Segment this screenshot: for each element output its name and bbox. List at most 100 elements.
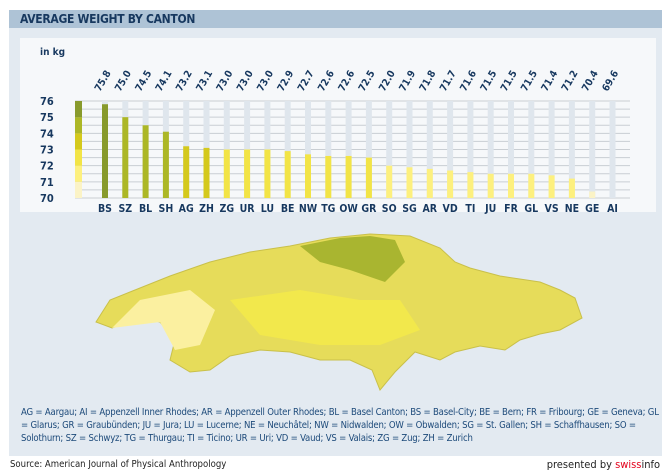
value-label: 71.5 [479, 69, 500, 94]
x-tick-label: AG [179, 203, 194, 215]
bar-UR [244, 149, 251, 198]
bar-AR [426, 168, 433, 198]
value-label: 73.2 [174, 69, 195, 94]
bar-SO [386, 165, 393, 198]
value-label: 72.6 [316, 69, 337, 94]
x-tick-label: UR [240, 203, 256, 215]
bar-SZ [122, 117, 129, 198]
value-label: 74.5 [134, 69, 155, 94]
x-tick-label: GE [585, 203, 599, 215]
canton-legend: AG = Aargau; AI = Appenzell Inner Rhodes… [21, 407, 659, 444]
bar-SG [406, 167, 413, 198]
value-label: 72.5 [357, 69, 378, 94]
bar-VS [548, 175, 555, 198]
x-tick-label: ZG [219, 203, 234, 215]
y-tick-label: 71 [40, 176, 54, 189]
value-label: 72.0 [377, 69, 398, 94]
bar-track [305, 101, 311, 198]
value-label: 72.9 [276, 69, 297, 94]
value-label: 75.0 [113, 69, 134, 94]
bar-GE [589, 191, 596, 198]
x-tick-label: BS [98, 203, 112, 215]
x-tick-label: VS [545, 203, 559, 215]
bar-track [345, 101, 352, 198]
bar-track [365, 101, 372, 198]
brand-logo-info[interactable]: info [641, 458, 660, 471]
chart-title: AVERAGE WEIGHT BY CANTON [20, 12, 196, 26]
bar-GR [365, 157, 372, 198]
bar-track [528, 101, 535, 198]
x-tick-label: TG [321, 203, 335, 215]
bar-track [487, 101, 494, 198]
bar-TI [467, 172, 474, 198]
bar-track [508, 101, 514, 198]
bar-NE [568, 178, 575, 198]
x-tick-label: SO [382, 203, 397, 215]
y-tick-label: 75 [40, 111, 54, 124]
presented-by: presented by swissinfo [547, 458, 660, 471]
bar-ZH [203, 147, 210, 198]
bar-track [325, 101, 332, 198]
bar-NW [305, 154, 311, 198]
bar-VD [447, 170, 454, 198]
bar-ZG [223, 149, 230, 198]
bar-track [568, 101, 575, 198]
brand-logo-swiss[interactable]: swiss [615, 458, 642, 471]
value-label: 74.1 [154, 69, 175, 94]
value-label: 69.6 [601, 69, 622, 94]
x-tick-label: VD [443, 203, 458, 215]
bar-track [589, 101, 596, 198]
value-label: 71.9 [398, 69, 419, 94]
x-tick-label: NW [299, 203, 318, 215]
bar-SH [162, 131, 169, 198]
y-tick-label: 70 [40, 192, 54, 205]
x-tick-label: FR [504, 203, 518, 215]
y-tick-label: 74 [40, 127, 54, 140]
value-label: 71.5 [499, 69, 520, 94]
bar-BL [142, 125, 149, 198]
x-tick-label: LU [261, 203, 274, 215]
switzerland-map [95, 233, 583, 391]
y-tick-label: 76 [40, 95, 54, 108]
value-label: 71.8 [418, 69, 439, 94]
color-scale-segment [75, 149, 82, 166]
bar-GL [528, 173, 535, 198]
x-tick-label: ZH [199, 203, 214, 215]
bar-track [467, 101, 474, 198]
bar-track [447, 101, 454, 198]
presented-by-text: presented by [546, 458, 616, 471]
x-tick-label: SG [402, 203, 417, 215]
y-axis-label: in kg [40, 47, 65, 58]
bar-track [406, 101, 413, 198]
x-tick-label: SH [159, 203, 174, 215]
bar-AG [183, 146, 190, 198]
x-tick-label: TI [465, 203, 475, 215]
bar-track [548, 101, 555, 198]
bar-OW [345, 155, 352, 198]
value-label: 73.1 [195, 69, 216, 94]
value-label: 72.7 [296, 69, 317, 94]
x-tick-label: GR [361, 203, 377, 215]
y-tick-label: 72 [40, 160, 54, 173]
value-label: 73.0 [235, 69, 256, 94]
bar-BE [284, 151, 291, 198]
bar-LU [264, 149, 271, 198]
x-tick-label: SZ [118, 203, 132, 215]
map-region-west [112, 290, 215, 350]
x-tick-label: AR [423, 203, 438, 215]
color-scale-segment [75, 165, 82, 182]
source-note: Source: American Journal of Physical Ant… [10, 459, 227, 470]
map-region-north [300, 236, 405, 282]
value-label: 72.6 [337, 69, 358, 94]
bar-BS [102, 104, 108, 198]
value-label: 70.4 [580, 69, 601, 94]
bar-track [386, 101, 393, 198]
value-label: 71.7 [438, 69, 459, 94]
color-scale-segment [75, 101, 82, 118]
value-label: 71.4 [540, 69, 561, 94]
x-tick-label: BL [139, 203, 152, 215]
color-scale-segment [75, 133, 82, 150]
x-tick-label: GL [524, 203, 538, 215]
color-scale-segment [75, 181, 82, 198]
value-label: 73.0 [255, 69, 276, 94]
